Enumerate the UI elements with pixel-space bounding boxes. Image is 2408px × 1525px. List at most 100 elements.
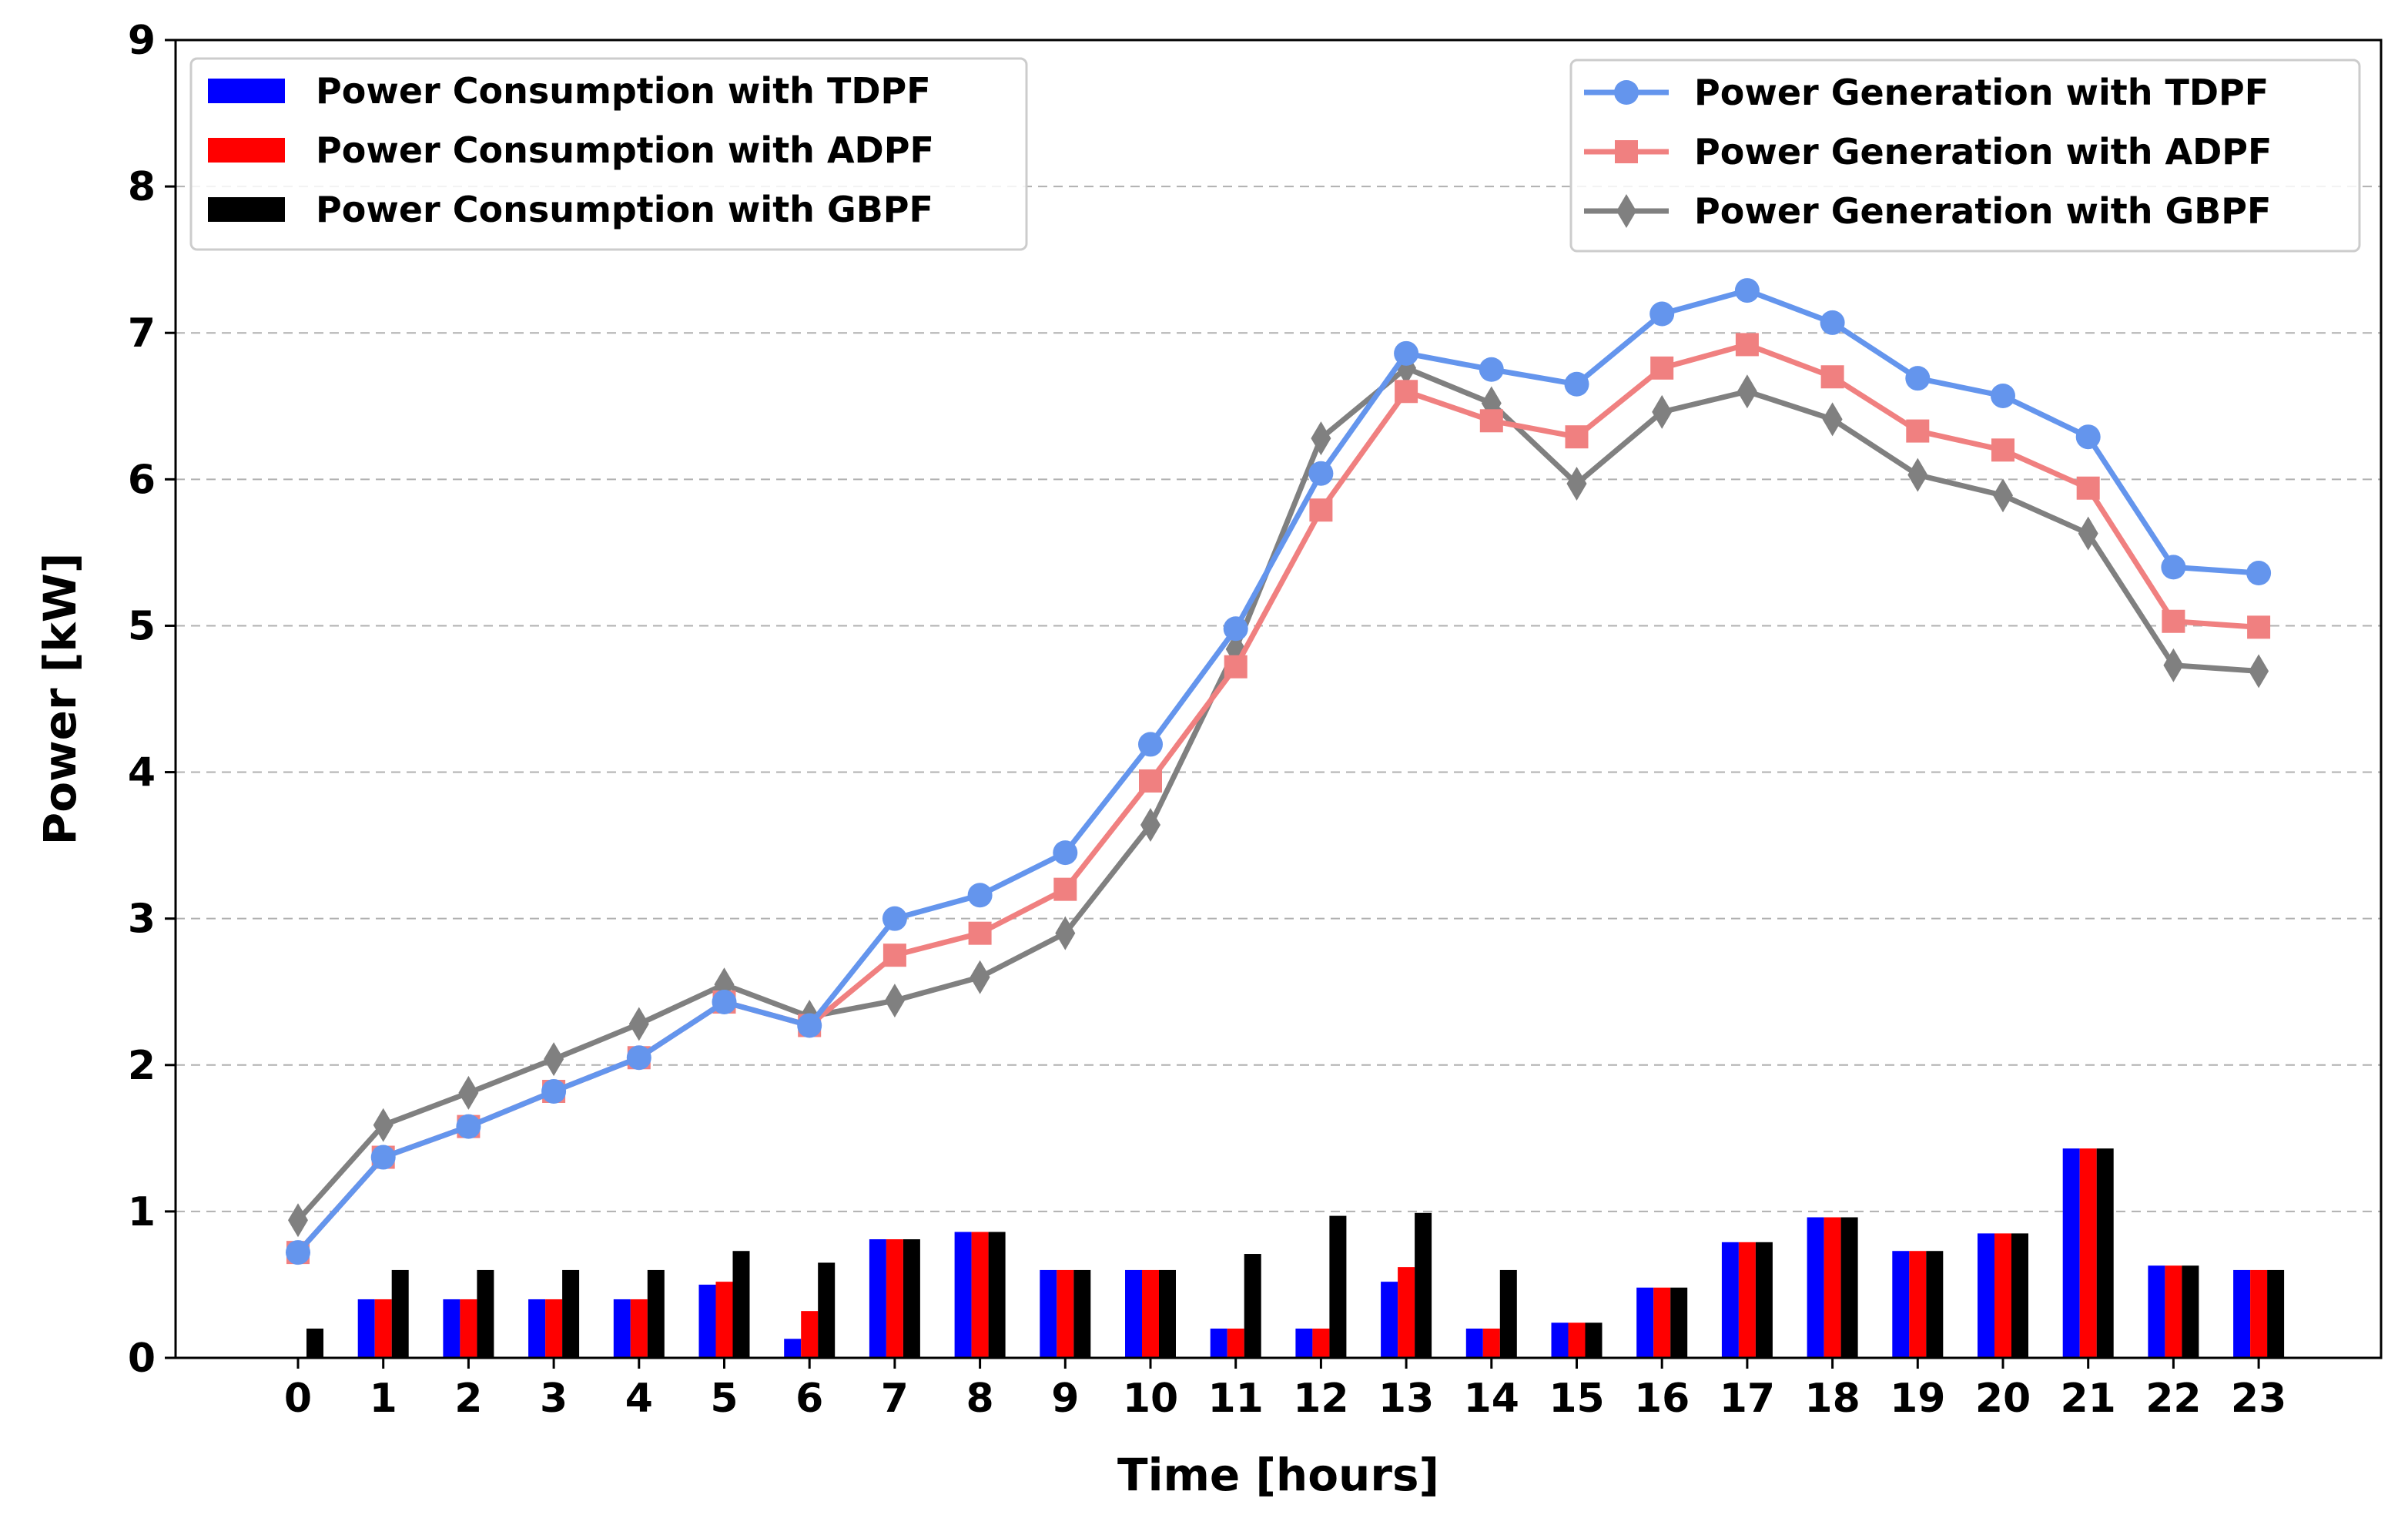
point-1-2: [456, 1114, 481, 1139]
point-3-23: [2249, 654, 2269, 689]
bar-2-20: [1994, 1233, 2011, 1358]
legend-box: [1569, 59, 2361, 253]
bar-1-5: [698, 1284, 716, 1358]
point-2-22: [2162, 609, 2185, 633]
bar-3-23: [2267, 1269, 2285, 1358]
point-3-4: [628, 1007, 649, 1041]
line-2: [296, 341, 2259, 1255]
bar-1-23: [2233, 1269, 2251, 1358]
legend-swatch-1: [208, 79, 285, 103]
point-1-6: [797, 1013, 822, 1038]
bar-1-21: [2062, 1148, 2080, 1358]
x-tick-label: 10: [1123, 1376, 1178, 1422]
bar-2-7: [886, 1239, 903, 1358]
x-tick-label: 4: [625, 1376, 653, 1422]
legend-label-3: Power Consumption with GBPF: [316, 189, 933, 230]
point-1-4: [626, 1045, 651, 1071]
point-3-19: [1907, 458, 1928, 492]
series-square: [286, 333, 2271, 1265]
point-2-10: [1139, 769, 1162, 793]
point-2-13: [1395, 380, 1418, 404]
bar-1-4: [613, 1299, 631, 1358]
bar-3-16: [1670, 1287, 1688, 1358]
point-1-17: [1734, 278, 1760, 303]
bar-3-9: [1073, 1269, 1091, 1358]
y-axis-title: Power [kW]: [34, 553, 86, 846]
bar-1-15: [1551, 1322, 1569, 1358]
point-1-20: [1991, 383, 2015, 408]
bar-1-9: [1040, 1269, 1057, 1358]
point-1-8: [967, 883, 993, 908]
legend-label-gen-1: Power Generation with TDPF: [1694, 72, 2269, 113]
point-1-18: [1820, 310, 1845, 335]
bar-1-2: [443, 1299, 461, 1358]
bar-1-22: [2148, 1265, 2165, 1358]
bar-2-9: [1057, 1269, 1074, 1358]
point-1-10: [1138, 732, 1163, 757]
consumption-bars: [306, 1148, 2285, 1358]
bar-2-14: [1482, 1328, 1500, 1358]
x-tick-label: 13: [1378, 1376, 1434, 1422]
bar-3-18: [1840, 1217, 1858, 1358]
grid-lines: [176, 186, 2381, 1212]
bar-2-12: [1312, 1328, 1330, 1358]
point-2-11: [1224, 655, 1248, 679]
legend-marker-3: [1616, 194, 1636, 228]
bar-3-15: [1585, 1322, 1603, 1358]
plot-frame: [174, 39, 2383, 1359]
bar-3-5: [732, 1251, 750, 1358]
x-tick-label: 2: [454, 1376, 482, 1422]
bar-1-11: [1210, 1328, 1227, 1358]
point-3-7: [884, 984, 905, 1018]
bar-3-2: [477, 1269, 494, 1358]
line-1: [296, 287, 2259, 1255]
bar-2-2: [460, 1299, 477, 1358]
bar-3-13: [1415, 1212, 1432, 1358]
bar-1-16: [1636, 1287, 1654, 1358]
line-3: [296, 365, 2259, 1222]
legend-label-gen-2: Power Generation with ADPF: [1694, 131, 2272, 173]
point-3-2: [458, 1075, 479, 1110]
x-tick-label: 6: [795, 1376, 823, 1422]
point-1-13: [1394, 340, 1419, 366]
point-3-3: [544, 1042, 564, 1077]
bar-2-4: [630, 1299, 648, 1358]
x-tick-label: 11: [1208, 1376, 1264, 1422]
point-3-10: [1140, 807, 1160, 842]
bar-1-19: [1892, 1251, 1910, 1358]
point-2-23: [2247, 615, 2271, 639]
bar-3-1: [391, 1269, 409, 1358]
point-1-16: [1649, 301, 1675, 327]
bar-3-0: [306, 1328, 323, 1358]
x-axis-title: Time [hours]: [1117, 1449, 1439, 1501]
y-tick-label: 2: [128, 1043, 156, 1089]
bar-3-3: [562, 1269, 580, 1358]
point-1-21: [2075, 424, 2101, 450]
point-1-15: [1564, 371, 1589, 397]
point-3-18: [1822, 402, 1843, 437]
point-1-22: [2161, 555, 2186, 580]
bar-1-12: [1295, 1328, 1313, 1358]
bar-2-19: [1909, 1251, 1927, 1358]
point-3-20: [1993, 478, 2013, 513]
point-1-7: [882, 906, 907, 931]
bar-3-10: [1159, 1269, 1176, 1358]
bar-3-6: [818, 1262, 836, 1358]
point-1-23: [2246, 561, 2272, 586]
point-1-0: [286, 1240, 310, 1265]
x-tick-label: 18: [1804, 1376, 1860, 1422]
point-1-3: [541, 1078, 567, 1104]
x-tick-label: 1: [370, 1376, 397, 1422]
x-tick-label: 3: [540, 1376, 568, 1422]
point-2-20: [1991, 438, 2014, 462]
legend-box: [189, 57, 1028, 251]
x-tick-label: 16: [1634, 1376, 1690, 1422]
bar-2-21: [2079, 1148, 2097, 1358]
bar-3-4: [647, 1269, 665, 1358]
point-3-12: [1311, 421, 1331, 456]
point-3-9: [1055, 916, 1076, 950]
legend-label-2: Power Consumption with ADPF: [316, 129, 934, 171]
point-1-14: [1479, 357, 1504, 382]
